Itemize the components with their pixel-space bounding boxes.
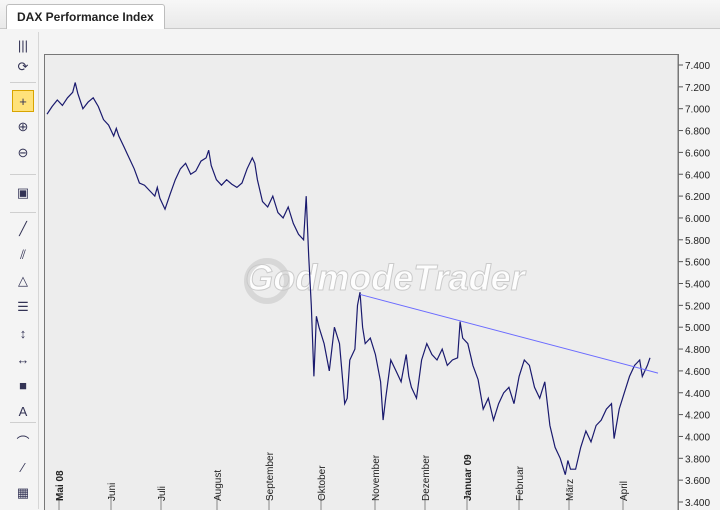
text-icon[interactable]: A [18, 403, 28, 419]
y-tick-label: 4.000 [685, 432, 710, 443]
x-tick-label: August [213, 470, 224, 501]
x-tick-label: Mai 08 [55, 470, 66, 501]
y-tick-label: 3.400 [685, 498, 710, 509]
y-tick-label: 6.200 [685, 192, 710, 203]
chart-area[interactable]: GodmodeTrader 7.400 7.200 7.000 6.800 6.600 6.… [44, 54, 710, 510]
grid-icon[interactable]: ▦ [16, 485, 30, 500]
y-tick-label: 5.000 [685, 323, 710, 334]
zoom-in-icon[interactable]: ⊕ [17, 119, 29, 134]
rectangle-icon[interactable]: ■ [19, 377, 27, 393]
x-tick-label: Juli [157, 486, 168, 501]
drawing-toolbar: ||| ⟳ + ⊕ ⊖ ▣ ╱ ⫽ △ ☰ ↕ ↔ ■ A ⌒ ∕ ▦ [8, 32, 39, 509]
y-tick-label: 4.600 [685, 367, 710, 378]
dax-price-line [46, 82, 651, 475]
y-tick-label: 5.800 [685, 236, 710, 247]
y-tick-label: 7.400 [685, 61, 710, 72]
x-tick-label: November [371, 454, 382, 501]
y-tick-label: 6.400 [685, 170, 710, 181]
x-tick-label: Februar [515, 465, 526, 501]
x-tick-label: September [265, 451, 276, 501]
price-chart[interactable]: GodmodeTrader 7.400 7.200 7.000 6.800 6.600 6.… [45, 55, 720, 510]
tab-bar: DAX Performance Index [0, 0, 720, 29]
x-tick-label: April [619, 481, 630, 501]
channel-icon[interactable]: ⫽ [20, 247, 26, 262]
horizontal-line-icon[interactable]: ↔ [16, 351, 30, 367]
y-tick-label: 7.000 [685, 105, 710, 116]
toolbar-separator [10, 82, 36, 83]
x-tick-label: Oktober [317, 465, 328, 501]
tab-dax-performance-index[interactable]: DAX Performance Index [6, 4, 165, 29]
y-tick-label: 3.600 [685, 476, 710, 487]
y-tick-label: 4.400 [685, 389, 710, 400]
trendline-icon[interactable]: ╱ [19, 221, 27, 236]
y-tick-label: 6.000 [685, 214, 710, 225]
vertical-line-icon[interactable]: ↕ [19, 325, 27, 341]
drawn-trendline [359, 293, 659, 374]
triangle-icon[interactable]: △ [18, 273, 28, 288]
y-tick-label: 6.800 [685, 127, 710, 138]
watermark-godmodetrader: GodmodeTrader [245, 257, 526, 298]
ray-icon[interactable]: ∕ [21, 459, 25, 475]
zoom-out-icon[interactable]: ⊖ [17, 145, 29, 160]
y-tick-label: 5.400 [685, 280, 710, 291]
toolbar-separator [10, 422, 36, 423]
toolbar-separator [10, 212, 36, 213]
y-tick-label: 3.800 [685, 454, 710, 465]
crosshair-icon[interactable]: + [12, 90, 34, 112]
x-tick-label: Juni [107, 483, 118, 501]
y-tick-label: 7.200 [685, 83, 710, 94]
y-tick-label: 6.600 [685, 148, 710, 159]
menu-grip-icon[interactable]: ||| [17, 37, 29, 53]
watermark-logo [244, 258, 290, 304]
fibonacci-icon[interactable]: ☰ [17, 299, 29, 314]
y-tick-label: 5.200 [685, 301, 710, 312]
toolbar-separator [10, 174, 36, 175]
y-tick-label: 4.800 [685, 345, 710, 356]
y-tick-label: 4.200 [685, 411, 710, 422]
x-tick-label: Januar 09 [463, 454, 474, 501]
x-tick-label: März [565, 479, 576, 501]
y-tick-label: 5.600 [685, 258, 710, 269]
refresh-icon[interactable]: ⟳ [17, 59, 29, 74]
x-tick-label: Dezember [421, 454, 432, 501]
arc-icon[interactable]: ⌒ [16, 434, 30, 450]
export-icon[interactable]: ▣ [16, 185, 30, 200]
